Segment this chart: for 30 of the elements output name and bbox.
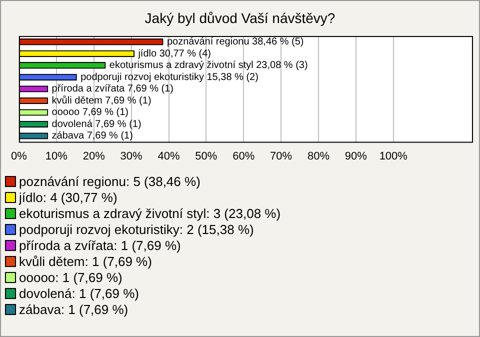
- category-label: podporuji rozvoj ekoturistiky 15,38 % (2): [80, 72, 258, 83]
- x-tick-label: 0%: [11, 150, 28, 162]
- text: ooooo: 1 (7,69 %): [18, 270, 124, 286]
- category-label: dovolená 7,69 % (1): [52, 118, 142, 130]
- text: zábava: 1 (7,69 %): [18, 302, 130, 318]
- category-label: kvůli dětem 7,69 % (1): [52, 95, 152, 106]
- x-tick-label: 30%: [120, 150, 143, 162]
- x-tick-label: 100%: [379, 150, 408, 162]
- category-label: ooooo 7,69 % (1): [52, 107, 129, 118]
- x-tick-label: 50%: [195, 150, 218, 162]
- x-tick-label: 40%: [158, 150, 180, 162]
- category-label: jídlo 30,77 % (4): [138, 48, 212, 60]
- text: podporuji rozvoj ekoturistiky: 2 (15,38 %): [18, 222, 255, 238]
- chart-title: Jaký byl důvod Vaší návštěvy?: [144, 10, 336, 26]
- x-tick-label: 10%: [45, 150, 68, 162]
- text: ekoturismus a zdravý životní styl: 3 (23,08 %): [18, 206, 281, 222]
- text: kvůli dětem: 1 (7,69 %): [18, 254, 153, 270]
- x-tick-label: 70%: [270, 150, 292, 162]
- text: jídlo: 4 (30,77 %): [18, 190, 118, 206]
- category-label: poznávání regionu 38,46 % (5): [166, 36, 304, 48]
- x-tick-label: 90%: [344, 150, 368, 162]
- text: příroda a zvířata: 1 (7,69 %): [18, 238, 182, 254]
- x-tick-label: 80%: [307, 150, 330, 162]
- x-tick-label: 20%: [82, 150, 106, 162]
- text: poznávání regionu: 5 (38,46 %): [18, 174, 202, 190]
- text: dovolená: 1 (7,69 %): [18, 286, 140, 302]
- category-label: ekoturismus a zdravý životní styl 23,08 % (3): [109, 60, 308, 72]
- category-label: příroda a zvířata 7,69 % (1): [52, 84, 174, 95]
- category-label: zábava 7,69 % (1): [52, 130, 133, 142]
- x-tick-label: 60%: [232, 150, 255, 162]
